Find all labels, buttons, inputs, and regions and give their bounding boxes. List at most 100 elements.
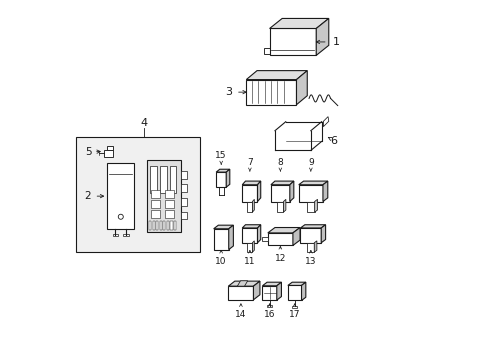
Polygon shape (247, 202, 252, 212)
Text: 4: 4 (140, 118, 147, 128)
Polygon shape (242, 228, 257, 243)
Bar (169, 166, 176, 193)
Bar (170, 221, 172, 230)
Polygon shape (242, 181, 260, 185)
Polygon shape (226, 169, 229, 187)
Polygon shape (267, 233, 292, 246)
Polygon shape (270, 185, 289, 202)
Text: 5: 5 (85, 147, 92, 157)
Polygon shape (216, 172, 226, 187)
Bar (149, 221, 151, 230)
Bar (112, 234, 118, 237)
Bar (156, 221, 158, 230)
Bar (152, 221, 154, 230)
Polygon shape (242, 225, 260, 228)
Polygon shape (287, 285, 301, 301)
Polygon shape (277, 202, 283, 212)
Polygon shape (283, 199, 285, 212)
Text: 7: 7 (246, 158, 252, 167)
Polygon shape (264, 48, 269, 54)
Polygon shape (247, 243, 252, 252)
Bar (181, 198, 187, 206)
Text: 3: 3 (224, 87, 231, 97)
Bar (164, 190, 173, 198)
Polygon shape (228, 286, 253, 300)
Bar (106, 146, 113, 150)
Bar (123, 234, 129, 237)
Polygon shape (257, 225, 260, 243)
Polygon shape (316, 18, 328, 55)
Polygon shape (276, 282, 281, 300)
Text: 10: 10 (215, 257, 226, 266)
Text: 2: 2 (84, 191, 91, 201)
Polygon shape (252, 241, 254, 252)
Bar (160, 166, 166, 193)
Polygon shape (323, 117, 328, 127)
Bar (151, 201, 160, 208)
Text: 16: 16 (264, 310, 275, 319)
Circle shape (118, 214, 123, 219)
Bar (181, 212, 187, 220)
Text: 12: 12 (274, 253, 285, 262)
Polygon shape (306, 202, 314, 212)
Bar (150, 166, 157, 193)
Text: 13: 13 (305, 257, 316, 266)
Polygon shape (257, 181, 260, 202)
Polygon shape (242, 185, 257, 202)
Polygon shape (246, 80, 296, 105)
Polygon shape (321, 225, 325, 243)
Polygon shape (298, 185, 322, 202)
Bar (163, 221, 165, 230)
Polygon shape (287, 282, 305, 285)
Polygon shape (228, 225, 233, 249)
Bar (181, 171, 187, 179)
Polygon shape (252, 199, 254, 212)
Polygon shape (267, 228, 300, 233)
Text: 15: 15 (215, 151, 226, 160)
Bar (104, 150, 113, 157)
Bar (266, 305, 272, 307)
Polygon shape (213, 229, 228, 249)
Bar (151, 190, 160, 198)
Polygon shape (269, 28, 316, 55)
Polygon shape (296, 71, 306, 105)
Polygon shape (213, 225, 233, 229)
Bar (164, 201, 173, 208)
Text: 9: 9 (307, 158, 313, 167)
Polygon shape (246, 71, 306, 80)
Bar (146, 160, 181, 232)
Polygon shape (237, 281, 247, 286)
Polygon shape (262, 282, 281, 286)
Polygon shape (301, 282, 305, 301)
Polygon shape (314, 241, 316, 252)
Polygon shape (298, 181, 327, 185)
Polygon shape (314, 199, 317, 212)
Text: 11: 11 (244, 257, 255, 266)
Polygon shape (228, 281, 260, 286)
Polygon shape (300, 228, 321, 243)
Bar (160, 221, 162, 230)
Bar (292, 306, 297, 308)
Text: 1: 1 (332, 37, 339, 47)
Bar (151, 211, 160, 218)
Polygon shape (270, 181, 293, 185)
Text: 14: 14 (235, 310, 246, 319)
Polygon shape (76, 137, 199, 252)
Bar (181, 184, 187, 192)
Text: 17: 17 (288, 310, 300, 319)
Polygon shape (253, 281, 260, 300)
Text: 6: 6 (330, 136, 337, 145)
Polygon shape (322, 181, 327, 202)
Bar (166, 221, 169, 230)
Polygon shape (289, 181, 293, 202)
Bar (107, 163, 134, 229)
Polygon shape (216, 169, 229, 172)
Polygon shape (262, 286, 276, 300)
Text: 8: 8 (277, 158, 283, 167)
Polygon shape (292, 228, 300, 246)
Bar (174, 221, 176, 230)
Bar (164, 211, 173, 218)
Polygon shape (300, 225, 325, 228)
Polygon shape (262, 237, 267, 241)
Polygon shape (307, 243, 314, 252)
